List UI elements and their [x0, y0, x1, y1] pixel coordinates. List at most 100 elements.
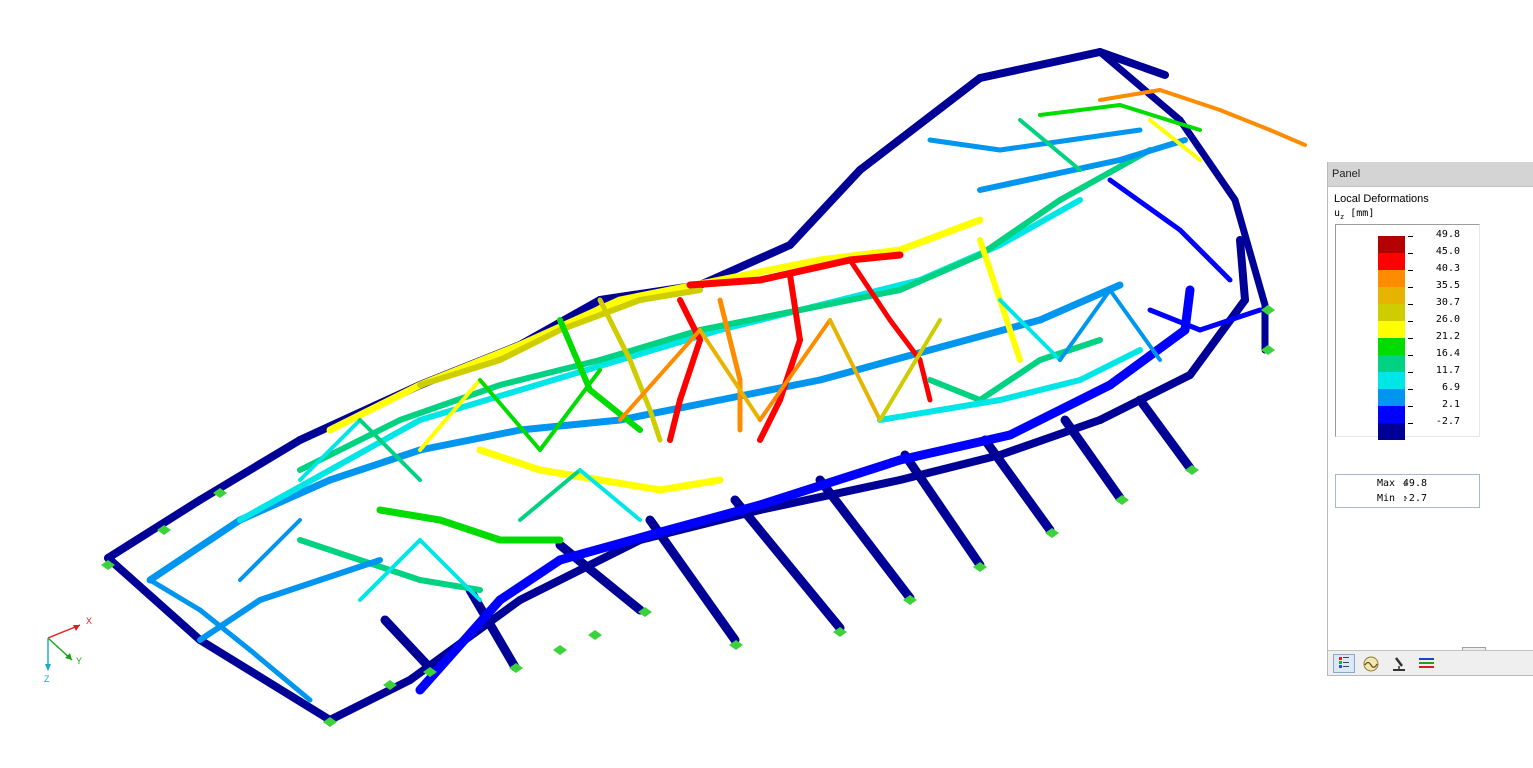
- structure-member[interactable]: [1176, 116, 1239, 204]
- structure-member[interactable]: [1107, 177, 1183, 233]
- structure-member[interactable]: [596, 476, 664, 494]
- structure-member[interactable]: [977, 197, 1063, 258]
- structure-member[interactable]: [645, 515, 740, 645]
- structure-member[interactable]: [637, 287, 703, 303]
- structure-member[interactable]: [816, 246, 904, 264]
- structure-member[interactable]: [1177, 227, 1233, 283]
- structure-member[interactable]: [397, 382, 503, 423]
- structure-member[interactable]: [756, 476, 904, 514]
- structure-member[interactable]: [298, 418, 362, 482]
- structure-member[interactable]: [937, 397, 1003, 413]
- structure-member[interactable]: [1236, 236, 1249, 304]
- structure-member[interactable]: [1108, 288, 1162, 362]
- result-lines-button[interactable]: [1416, 654, 1438, 673]
- structure-member[interactable]: [856, 74, 984, 174]
- structure-member[interactable]: [926, 316, 1044, 354]
- structure-member[interactable]: [376, 506, 444, 524]
- structure-member[interactable]: [1005, 380, 1115, 440]
- structure-member[interactable]: [497, 327, 563, 363]
- structure-member[interactable]: [104, 496, 204, 562]
- structure-member[interactable]: [417, 387, 523, 423]
- structure-member[interactable]: [896, 451, 1004, 484]
- structure-member[interactable]: [917, 357, 933, 403]
- structure-member[interactable]: [416, 426, 524, 454]
- structure-member[interactable]: [476, 446, 544, 474]
- structure-member[interactable]: [1018, 118, 1082, 172]
- structure-member[interactable]: [927, 377, 983, 403]
- structure-member[interactable]: [1036, 281, 1124, 324]
- structure-member[interactable]: [578, 468, 642, 522]
- structure-member[interactable]: [697, 307, 803, 333]
- support-node[interactable]: [423, 667, 437, 677]
- structure-member[interactable]: [326, 676, 414, 724]
- structure-member[interactable]: [587, 387, 643, 433]
- structure-member[interactable]: [478, 378, 542, 452]
- support-node[interactable]: [213, 488, 227, 498]
- structure-member[interactable]: [878, 318, 942, 422]
- structure-member[interactable]: [518, 468, 582, 522]
- structure-member[interactable]: [1077, 347, 1143, 383]
- structure-member[interactable]: [436, 516, 504, 544]
- structure-member[interactable]: [896, 216, 984, 254]
- structure-member[interactable]: [557, 297, 643, 333]
- structure-member[interactable]: [238, 518, 302, 582]
- structure-member[interactable]: [846, 251, 904, 264]
- structure-member[interactable]: [1268, 128, 1307, 147]
- support-node[interactable]: [157, 525, 171, 535]
- structure-member[interactable]: [897, 252, 983, 293]
- structure-member[interactable]: [656, 476, 724, 494]
- structure-member[interactable]: [997, 137, 1073, 153]
- structure-member[interactable]: [538, 368, 602, 452]
- structure-member[interactable]: [758, 318, 832, 422]
- structure-member[interactable]: [196, 436, 304, 504]
- structure-member[interactable]: [317, 557, 383, 583]
- structure-member[interactable]: [146, 516, 244, 584]
- structure-member[interactable]: [196, 636, 334, 724]
- structure-member[interactable]: [627, 357, 653, 413]
- structure-member[interactable]: [247, 647, 313, 703]
- structure-member[interactable]: [1047, 157, 1123, 178]
- structure-member[interactable]: [997, 377, 1083, 403]
- structure-member[interactable]: [977, 237, 1003, 303]
- structure-member[interactable]: [757, 397, 783, 443]
- support-node[interactable]: [1261, 305, 1275, 315]
- structure-member[interactable]: [557, 317, 593, 393]
- structure-member[interactable]: [877, 407, 943, 423]
- structure-member[interactable]: [465, 585, 520, 672]
- structure-member[interactable]: [1118, 103, 1202, 132]
- structure-member[interactable]: [1135, 395, 1195, 473]
- structure-member[interactable]: [1096, 48, 1184, 124]
- support-node[interactable]: [903, 595, 917, 605]
- support-node[interactable]: [1115, 495, 1129, 505]
- structure-member[interactable]: [104, 554, 204, 644]
- structure-member[interactable]: [1186, 296, 1249, 379]
- structure-member[interactable]: [418, 538, 482, 602]
- structure-member[interactable]: [597, 297, 633, 363]
- structure-member[interactable]: [257, 577, 323, 603]
- structure-member[interactable]: [977, 172, 1053, 193]
- structure-member[interactable]: [1058, 288, 1112, 362]
- support-node[interactable]: [323, 717, 337, 727]
- structure-member[interactable]: [327, 417, 423, 473]
- structure-member[interactable]: [997, 197, 1083, 248]
- structure-member[interactable]: [497, 357, 603, 388]
- structure-member[interactable]: [716, 256, 824, 284]
- structure-member[interactable]: [647, 407, 663, 443]
- structure-member[interactable]: [1096, 48, 1169, 79]
- structure-member[interactable]: [618, 328, 702, 422]
- support-node[interactable]: [638, 607, 652, 617]
- structure-member[interactable]: [1098, 88, 1162, 102]
- structure-member[interactable]: [1067, 127, 1143, 143]
- structure-member[interactable]: [326, 381, 424, 434]
- structure-member[interactable]: [755, 455, 905, 510]
- support-node[interactable]: [1045, 528, 1059, 538]
- structure-member[interactable]: [815, 475, 915, 603]
- structure-member[interactable]: [1231, 196, 1269, 309]
- structure-member[interactable]: [495, 555, 565, 605]
- structure-member[interactable]: [667, 397, 683, 443]
- color-legend[interactable]: 49.8 45.0 40.3 35.5 30.7 26.0 21.2 16.4 11.7 6.9 2…: [1335, 224, 1480, 440]
- structure-member[interactable]: [645, 500, 765, 540]
- structure-member[interactable]: [197, 607, 253, 653]
